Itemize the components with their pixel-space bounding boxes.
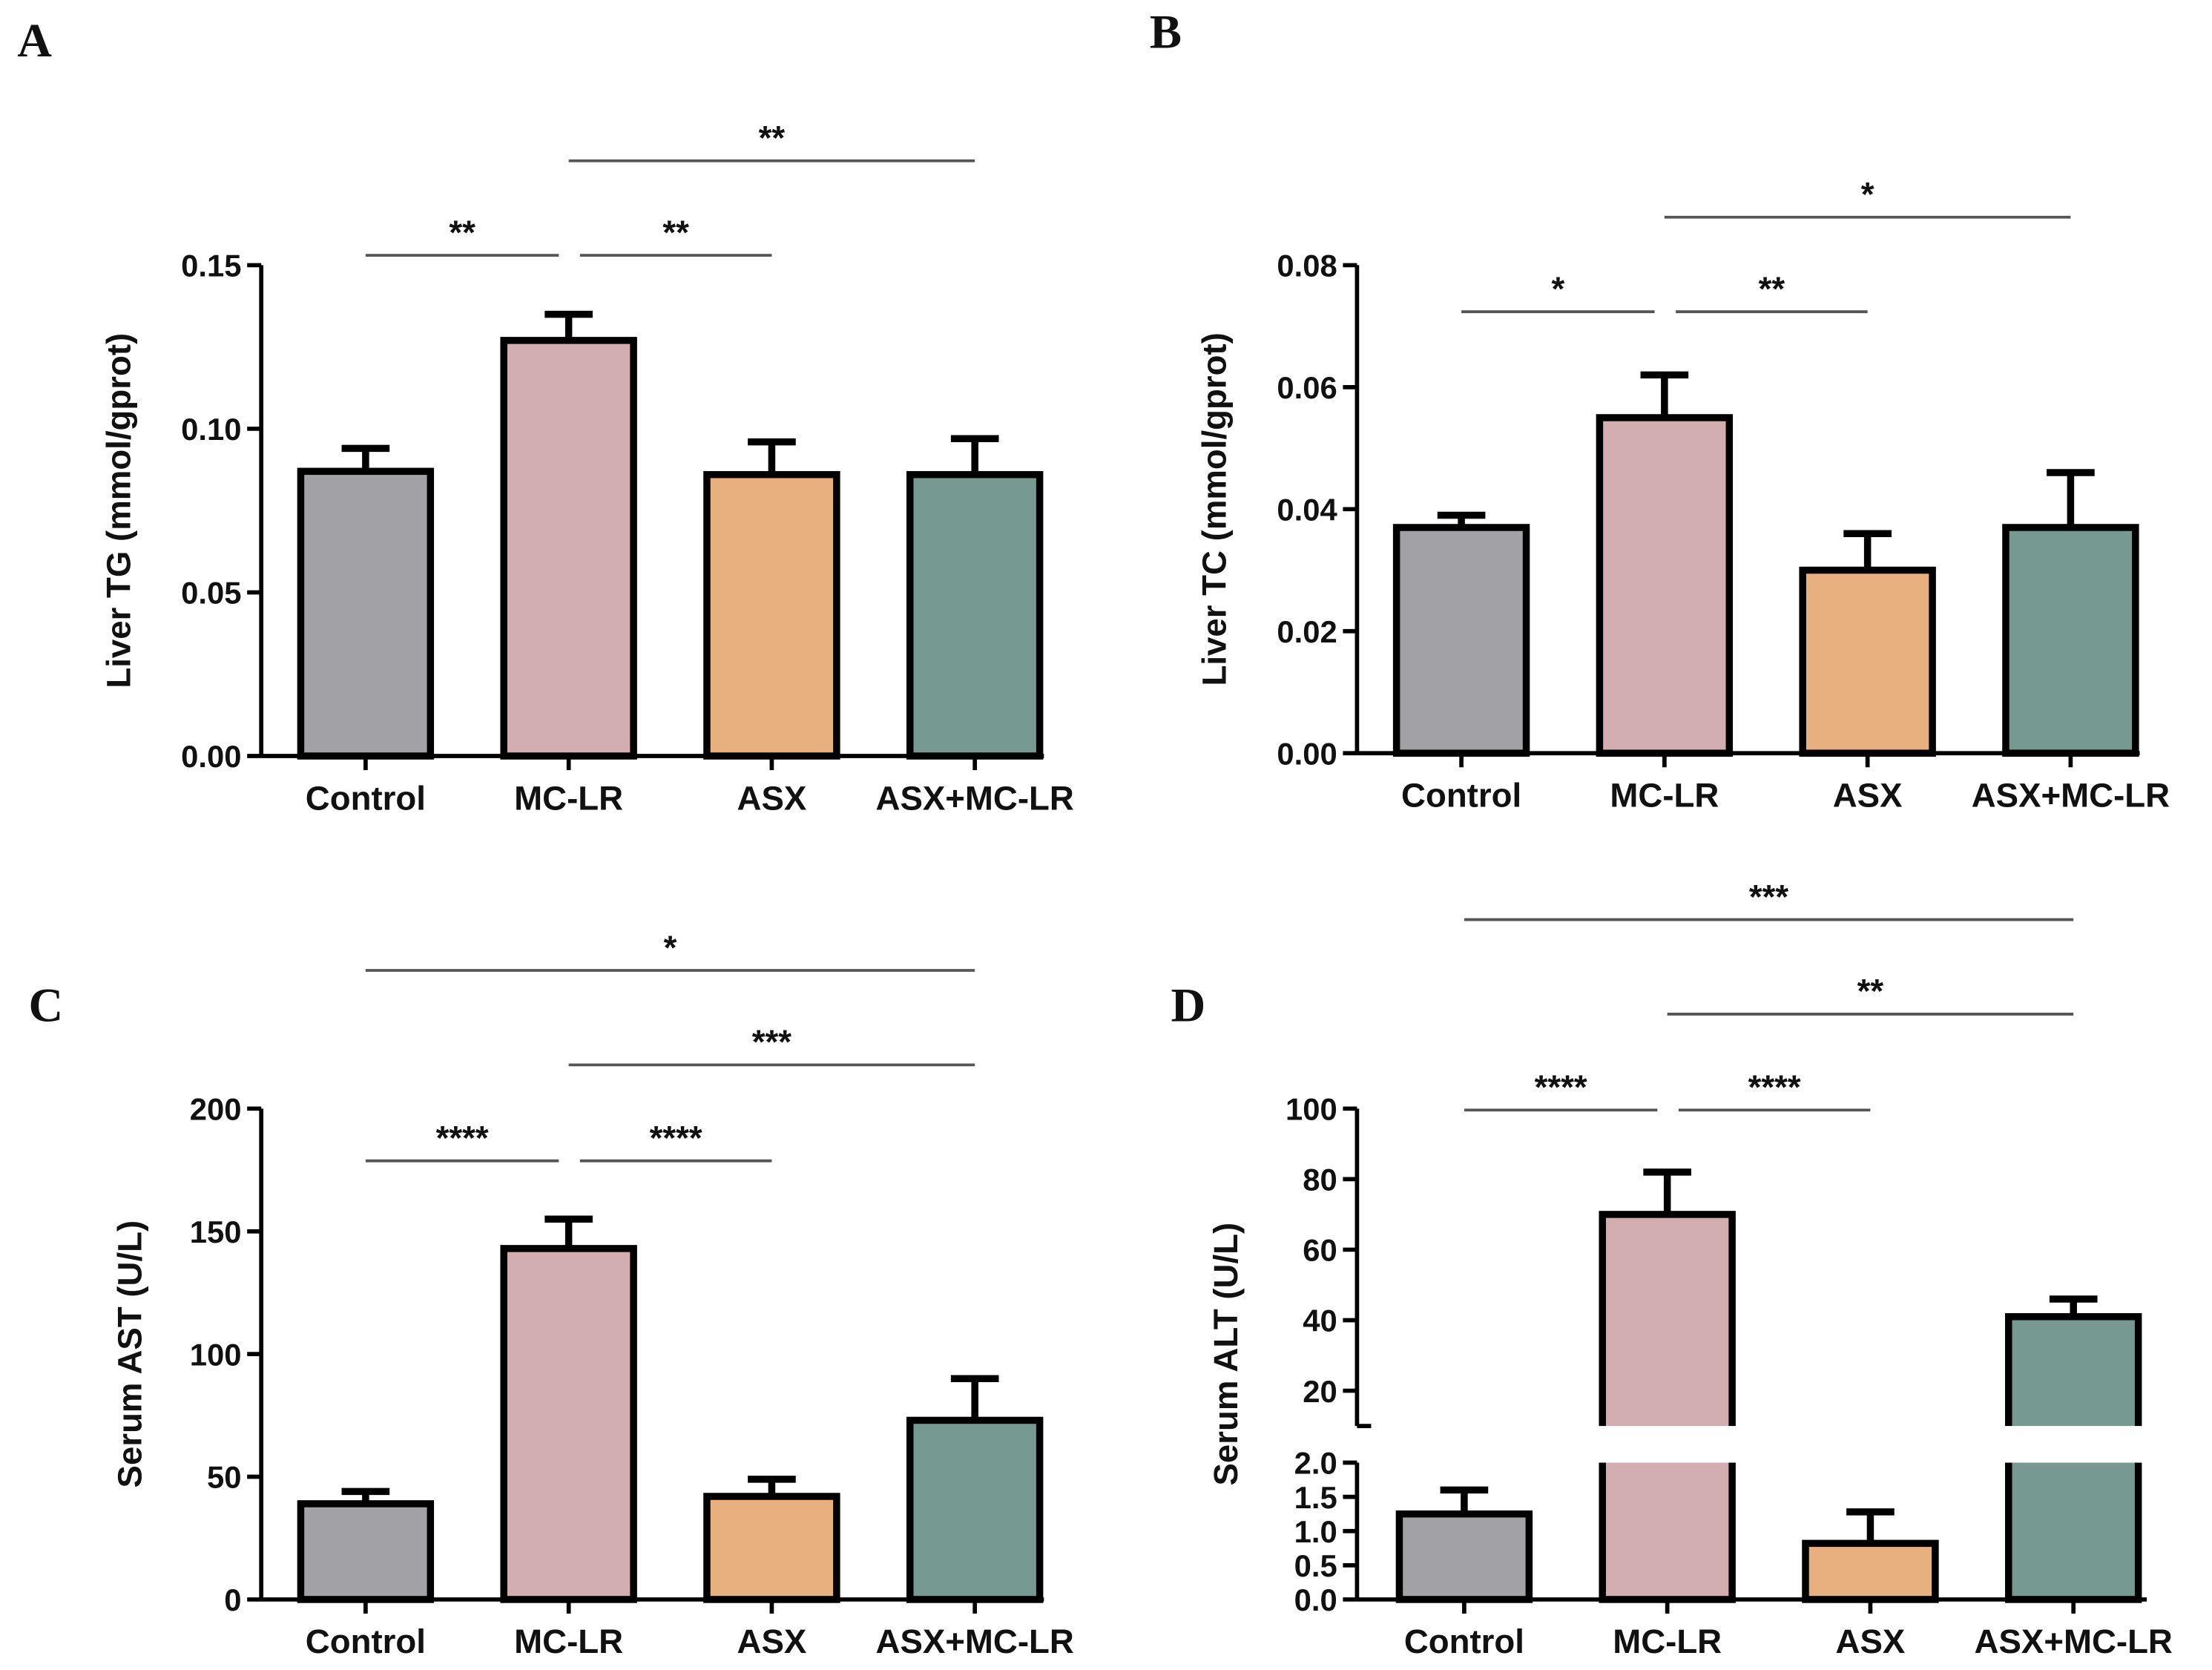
panel-letter: A: [17, 13, 52, 67]
bar-ASX+MC-LR: [906, 470, 1044, 760]
significance-label: **: [1759, 270, 1785, 308]
significance-label: **: [449, 214, 475, 252]
y-axis-label: Serum AST (U/L): [111, 1220, 149, 1488]
panel-letter: D: [1171, 978, 1205, 1031]
significance-label: ***: [1749, 878, 1788, 915]
significance-label: ****: [436, 1119, 489, 1157]
y-tick-label: 0.00: [181, 739, 241, 774]
x-tick-label: ASX: [1833, 776, 1903, 814]
significance-label: **: [1857, 973, 1884, 1010]
bar-Control: [1395, 1510, 1533, 1603]
y-axis-label: Serum ALT (U/L): [1207, 1223, 1245, 1486]
significance-label: **: [662, 214, 689, 252]
x-tick-label: ASX+MC-LR: [876, 779, 1074, 817]
x-tick-label: MC-LR: [1610, 776, 1719, 814]
panel-C: C Control MC-LR ASX ASX+MC-LR 0 50 100 150 200 Ser…: [28, 929, 1073, 1660]
bar-MC-LR: [1596, 414, 1734, 757]
y-tick-label: 200: [190, 1092, 242, 1127]
bar-ASX: [703, 1493, 840, 1603]
panel-A: A Control MC-LR ASX ASX+MC-LR 0.00 0.05 0.10 0.1…: [17, 13, 1074, 817]
bar-Control: [297, 1500, 435, 1603]
bar-ASX+MC-LR: [906, 1416, 1044, 1603]
significance-label: *: [1861, 176, 1874, 214]
y-tick-label: 80: [1303, 1163, 1337, 1197]
panel-letter: B: [1150, 5, 1182, 59]
y-tick-label: 0.15: [181, 249, 241, 283]
bar-MC-LR: [500, 337, 637, 760]
bar-ASX+MC-LR-upper: [2005, 1313, 2142, 1434]
significance-label: *: [1551, 270, 1564, 308]
significance-label: ****: [1748, 1068, 1801, 1106]
y-tick-label: 150: [190, 1214, 242, 1249]
y-tick-label: 20: [1303, 1374, 1337, 1409]
x-tick-label: MC-LR: [1613, 1623, 1722, 1660]
x-tick-label: Control: [1401, 776, 1521, 814]
y-tick-label: 50: [207, 1460, 242, 1495]
x-tick-label: Control: [306, 779, 426, 817]
x-tick-label: ASX: [737, 1623, 807, 1660]
x-tick-label: ASX+MC-LR: [1972, 776, 2170, 814]
bar-MC-LR-upper: [1599, 1211, 1736, 1434]
y-tick-label: 40: [1303, 1304, 1337, 1338]
significance-label: **: [759, 119, 786, 157]
panel-B: B Control MC-LR ASX ASX+MC-LR 0.00 0.02 0.04 0.0…: [1150, 5, 2170, 815]
y-tick-label: 0.5: [1294, 1548, 1337, 1583]
y-tick-label: 0.04: [1277, 493, 1337, 527]
significance-label: ****: [1535, 1068, 1587, 1106]
bar-ASX: [1802, 1539, 1939, 1603]
significance-label: *: [664, 929, 677, 967]
y-tick-label: 0.06: [1277, 370, 1337, 405]
y-tick-label: 100: [1286, 1092, 1337, 1127]
y-axis-label: Liver TC (mmol/gprot): [1196, 332, 1234, 686]
x-tick-label: Control: [306, 1623, 426, 1660]
y-tick-label: 60: [1303, 1233, 1337, 1268]
panel-D: D Control MC-LR ASX ASX+MC-LR 0.00.51.01.52.0…: [1171, 878, 2172, 1660]
bar-ASX+MC-LR: [2002, 524, 2139, 757]
x-tick-label: ASX: [1836, 1623, 1906, 1660]
y-tick-label: 0.00: [1277, 736, 1337, 771]
y-tick-label: 1.5: [1294, 1480, 1337, 1515]
y-tick-label: 2.0: [1294, 1446, 1337, 1481]
y-tick-label: 0: [224, 1582, 241, 1617]
significance-label: ***: [752, 1023, 791, 1061]
y-tick-label: 0.0: [1294, 1582, 1337, 1617]
bar-Control: [297, 467, 435, 760]
y-tick-label: 0.02: [1277, 614, 1337, 649]
y-tick-label: 0.10: [181, 412, 241, 447]
bar-ASX+MC-LR-lower: [2005, 1455, 2142, 1603]
x-tick-label: ASX+MC-LR: [876, 1623, 1074, 1660]
axis-break-gap: [2003, 1426, 2144, 1463]
x-tick-label: MC-LR: [514, 1623, 623, 1660]
x-tick-label: ASX: [737, 779, 807, 817]
y-axis-label: Liver TG (mmol/gprot): [99, 333, 137, 688]
y-tick-label: 100: [190, 1337, 242, 1372]
y-tick-label: 0.08: [1277, 249, 1337, 283]
x-tick-label: ASX+MC-LR: [1975, 1623, 2173, 1660]
bar-MC-LR-lower: [1599, 1455, 1736, 1603]
axis-break-gap: [1596, 1426, 1738, 1463]
bar-ASX: [1799, 566, 1936, 757]
x-tick-label: MC-LR: [514, 779, 623, 817]
significance-label: ****: [650, 1119, 702, 1157]
y-tick-label: 1.0: [1294, 1514, 1337, 1549]
bar-ASX: [703, 470, 840, 760]
bar-MC-LR: [500, 1245, 637, 1603]
y-tick-label: 0.05: [181, 576, 241, 611]
bar-Control: [1392, 524, 1530, 757]
x-tick-label: Control: [1404, 1623, 1524, 1660]
panel-letter: C: [28, 978, 63, 1031]
